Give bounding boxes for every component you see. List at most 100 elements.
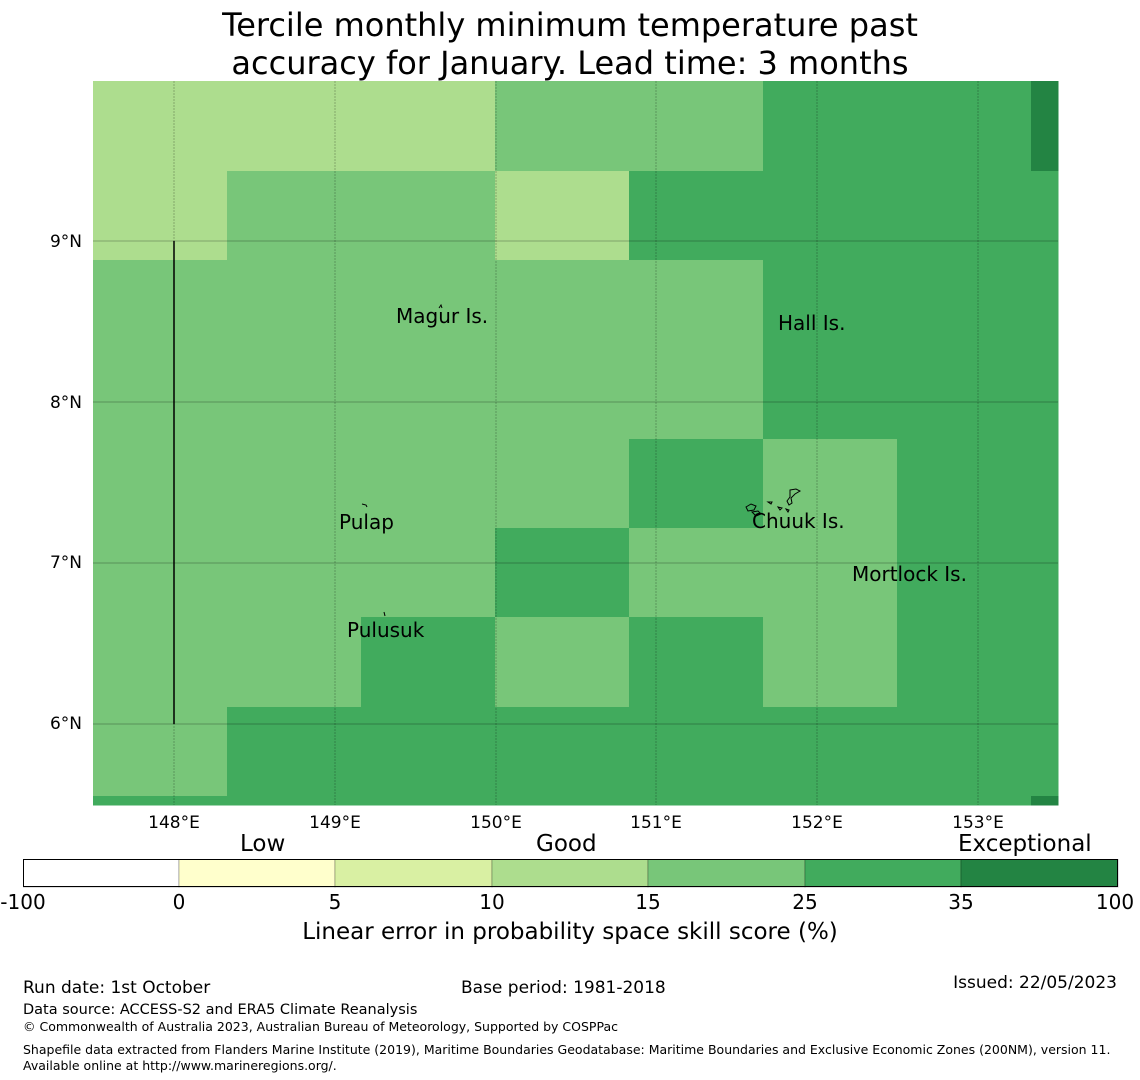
skill-cell (1031, 707, 1059, 797)
colorbar-segments (23, 859, 1119, 888)
skill-cell (495, 81, 630, 172)
lon-tick-label: 148°E (148, 813, 200, 830)
skill-cell (361, 617, 496, 708)
colorbar (23, 859, 1119, 888)
place-label: Pulusuk (347, 618, 425, 642)
chart-title-line2: accuracy for January. Lead time: 3 month… (231, 44, 909, 82)
colorbar-segment (178, 859, 336, 888)
skill-cell (93, 81, 228, 172)
skill-cell (897, 171, 1032, 261)
colorbar-tick: 25 (792, 890, 818, 914)
skill-cell (227, 171, 362, 261)
skill-cell (93, 349, 228, 440)
skill-cell (629, 617, 764, 708)
skill-cell (763, 528, 898, 618)
skill-cell (1031, 617, 1059, 708)
skill-cell (227, 528, 362, 618)
skill-cell (629, 260, 764, 350)
island-outlines (361, 303, 802, 617)
skill-cell (361, 349, 496, 440)
place-label: Chuuk Is. (752, 509, 845, 533)
lon-tick-label: 149°E (309, 813, 361, 830)
colorbar-label: Linear error in probability space skill … (302, 919, 838, 945)
skill-cell (1031, 439, 1059, 529)
place-label: Magur Is. (396, 304, 488, 328)
skill-cell (1031, 81, 1059, 172)
skill-cell (93, 617, 228, 708)
chart-title-line1: Tercile monthly minimum temperature past (222, 6, 918, 44)
skill-cell (93, 528, 228, 618)
skill-cell (495, 528, 630, 618)
lon-tick-label: 153°E (952, 813, 1004, 830)
shapefile-credit: Shapefile data extracted from Flanders M… (23, 1042, 1111, 1073)
skill-cell (495, 796, 630, 806)
colorbar-segment (960, 859, 1119, 888)
skill-cell (361, 260, 496, 350)
lat-tick-label: 6°N (50, 714, 82, 734)
colorbar-frame (23, 859, 1118, 887)
skill-cell (361, 439, 496, 529)
colorbar-tick: 5 (328, 890, 342, 914)
skill-cell (495, 707, 630, 797)
skill-cell (629, 349, 764, 440)
copyright: © Commonwealth of Australia 2023, Austra… (23, 1019, 618, 1034)
colorbar-category-good: Good (536, 831, 597, 857)
skill-cell (495, 617, 630, 708)
skill-cell (495, 439, 630, 529)
skill-cell (93, 439, 228, 529)
skill-cell (897, 260, 1032, 350)
run-date: Run date: 1st October (23, 978, 211, 998)
skill-cell (629, 439, 764, 529)
skill-cell (763, 260, 898, 350)
skill-cell (897, 617, 1032, 708)
skill-cell (629, 707, 764, 797)
lat-tick-label: 7°N (50, 553, 82, 573)
skill-cell (897, 796, 1032, 806)
issued-date: Issued: 22/05/2023 (953, 973, 1117, 993)
skill-cell (897, 349, 1032, 440)
skill-cell (227, 260, 362, 350)
skill-cell (361, 528, 496, 618)
island-chuuk (745, 488, 802, 517)
skill-cell (227, 81, 362, 172)
skill-cell (361, 171, 496, 261)
skill-cell (1031, 171, 1059, 261)
colorbar-tick: 15 (635, 890, 661, 914)
skill-cell (227, 617, 362, 708)
skill-cell (361, 81, 496, 172)
skill-cell (227, 349, 362, 440)
island-magur (438, 303, 443, 309)
lon-tick-label: 151°E (630, 813, 682, 830)
skill-cell (93, 260, 228, 350)
skill-cell (897, 528, 1032, 618)
lon-tick-label: 150°E (470, 813, 522, 830)
skill-cell (763, 617, 898, 708)
lon-tick-label: 152°E (791, 813, 843, 830)
island-pulap (361, 503, 368, 508)
colorbar-tick: 10 (479, 890, 505, 914)
skill-cell (361, 707, 496, 797)
colorbar-tick: 100 (1095, 890, 1135, 914)
colorbar-segment (491, 859, 649, 888)
skill-cell (1031, 796, 1059, 806)
skill-cell (1031, 528, 1059, 618)
skill-cell (763, 707, 898, 797)
skill-cell (227, 439, 362, 529)
colorbar-segment (647, 859, 806, 888)
skill-cell (227, 796, 362, 806)
skill-cell (93, 171, 228, 261)
skill-cell (763, 349, 898, 440)
place-label: Hall Is. (778, 311, 845, 335)
skill-cell (897, 81, 1032, 172)
colorbar-segment (804, 859, 962, 888)
place-label: Mortlock Is. (852, 562, 967, 586)
lat-tick-label: 9°N (50, 232, 82, 252)
skill-cell (1031, 349, 1059, 440)
graticule (93, 81, 1058, 805)
island-pulusuk (383, 611, 386, 617)
skill-cell (763, 796, 898, 806)
skill-cell (227, 707, 362, 797)
data-source: Data source: ACCESS-S2 and ERA5 Climate … (23, 1002, 418, 1018)
colorbar-segment (23, 859, 180, 888)
colorbar-category-low: Low (240, 831, 286, 857)
